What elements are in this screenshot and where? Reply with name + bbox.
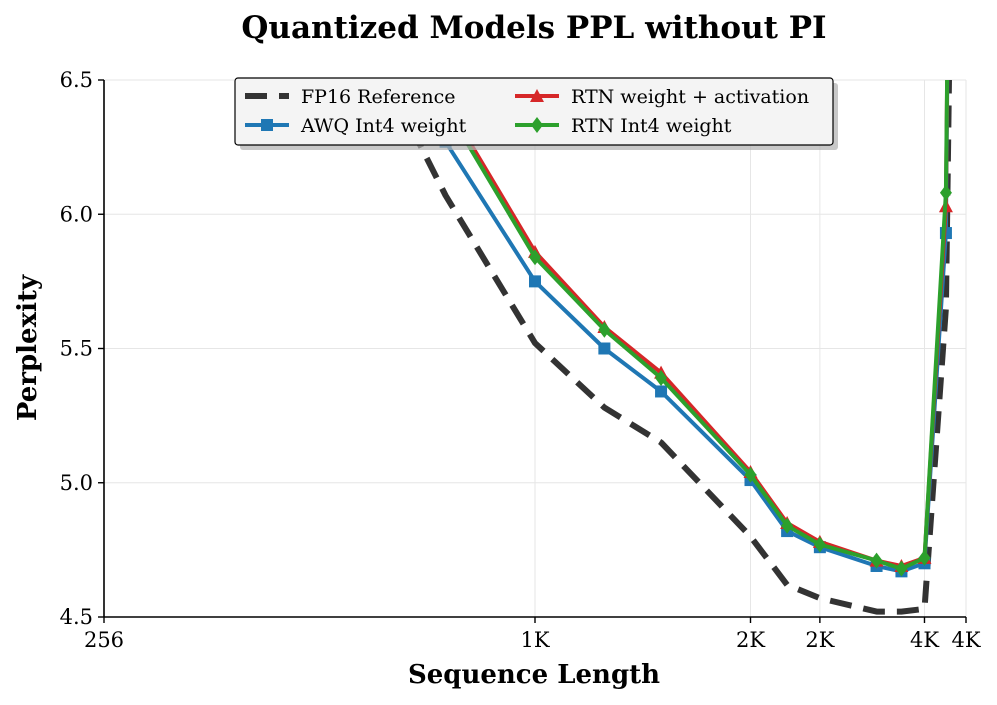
x-tick-label: 256 [84, 628, 124, 652]
data-point [655, 370, 668, 387]
y-tick-label: 6.5 [60, 68, 93, 92]
data-point [781, 517, 794, 534]
data-point [939, 184, 952, 201]
legend: FP16 Reference AWQ Int4 weight RTN weight … [234, 77, 838, 150]
data-point [655, 385, 668, 398]
data-point [813, 536, 826, 553]
data-point [529, 275, 541, 288]
legend-label: RTN weight + activation [571, 86, 809, 108]
y-tick-label: 5.0 [60, 471, 93, 495]
data-point [744, 466, 757, 483]
legend-item: FP16 Reference [245, 86, 455, 108]
legend-item: RTN Int4 weight [515, 115, 732, 137]
x-axis-label: Sequence Length [408, 660, 660, 690]
data-point [895, 560, 908, 577]
legend-label: FP16 Reference [301, 86, 455, 108]
legend-marker [531, 117, 543, 133]
x-tick-label: 4K [910, 628, 939, 652]
series-line [383, 80, 952, 615]
data-point [529, 249, 541, 266]
series-fp16-reference [383, 80, 952, 615]
legend-marker [261, 119, 273, 131]
legend-item: AWQ Int4 weight [245, 115, 467, 137]
legend-marker [530, 89, 544, 102]
data-point [598, 321, 611, 338]
tick-labels: 4.5 5.0 5.5 6.0 6.5 256 1K 2K 2K 4K 4K [60, 68, 981, 652]
data-point [598, 342, 611, 355]
legend-item: RTN weight + activation [515, 86, 809, 108]
y-tick-label: 6.0 [60, 202, 93, 226]
x-tick-label: 1K [520, 628, 549, 652]
y-axis-label: Perplexity [13, 274, 43, 421]
data-point [870, 552, 883, 569]
x-tick-label: 2K [736, 628, 765, 652]
legend-label: RTN Int4 weight [571, 115, 732, 137]
y-tick-label: 5.5 [60, 337, 93, 361]
x-tick-label: 2K [805, 628, 834, 652]
legend-label: AWQ Int4 weight [300, 115, 467, 137]
legend-box [234, 77, 834, 146]
grid-lines [103, 79, 967, 618]
y-tick-label: 4.5 [60, 605, 93, 629]
x-tick-label: 4K [951, 628, 980, 652]
data-point [918, 549, 931, 566]
chart-title: Quantized Models PPL without PI [241, 10, 826, 46]
